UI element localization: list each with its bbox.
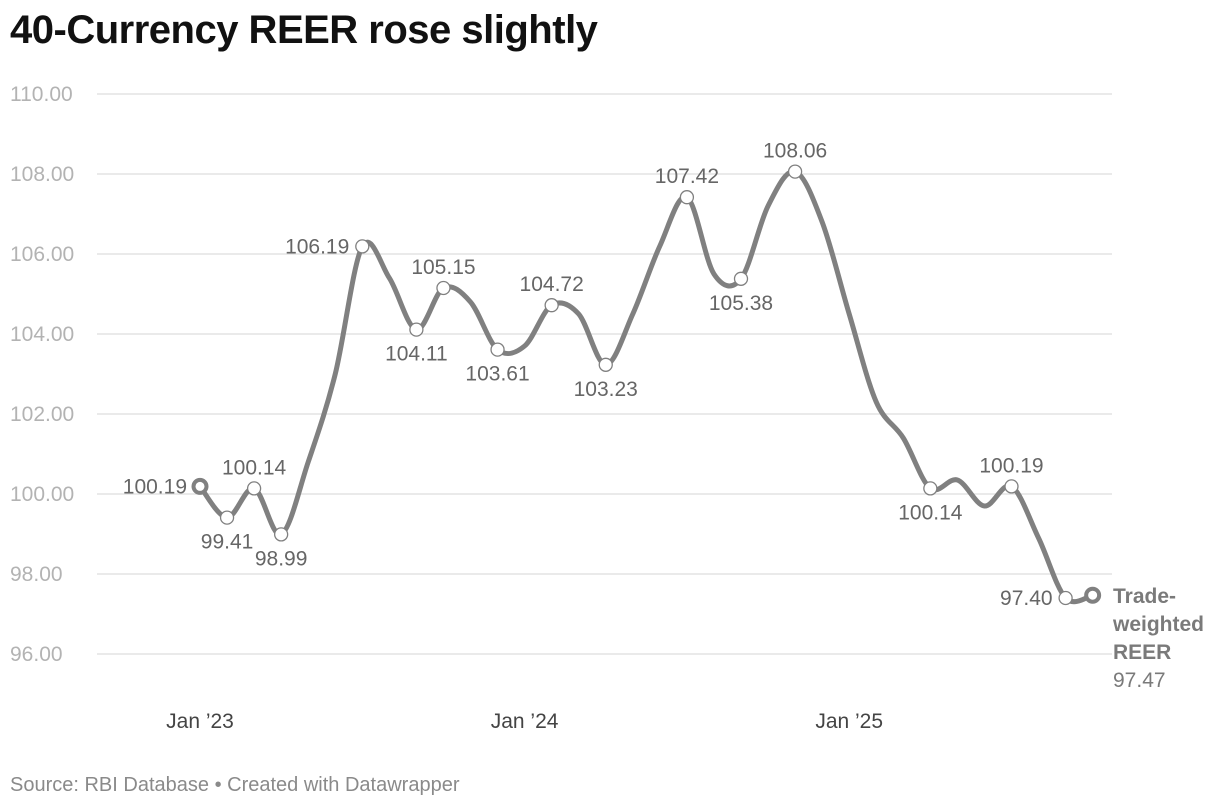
- chart-footer: Source: RBI Database • Created with Data…: [10, 774, 459, 797]
- data-point-marker: [409, 322, 424, 337]
- data-point-marker: [733, 271, 749, 286]
- data-label: 103.23: [574, 378, 638, 401]
- data-point-marker: [273, 527, 289, 542]
- series-name-label: weighted: [1112, 613, 1204, 636]
- footer-credit[interactable]: Created with Datawrapper: [227, 774, 460, 796]
- y-tick-label: 104.00: [10, 323, 74, 346]
- chart-title: 40-Currency REER rose slightly: [10, 8, 598, 52]
- data-label: 97.40: [1000, 587, 1053, 610]
- data-label: 106.19: [285, 235, 349, 258]
- y-tick-label: 110.00: [10, 83, 73, 106]
- y-tick-label: 98.00: [10, 563, 63, 586]
- data-label: 103.61: [465, 363, 529, 386]
- data-point-marker: [490, 342, 505, 357]
- last-value-label: 97.47: [1113, 669, 1166, 692]
- x-tick-label: Jan ’25: [815, 710, 883, 733]
- data-label: 105.38: [709, 292, 773, 315]
- data-point-marker: [219, 510, 235, 525]
- y-tick-label: 106.00: [10, 243, 74, 266]
- data-point-marker: [598, 357, 613, 372]
- line-chart: 110.00 108.00 106.00 104.00 102.00 100.00 98.0…: [10, 83, 1204, 733]
- data-label: 100.19: [979, 454, 1043, 477]
- series-name-label: Trade-: [1113, 585, 1176, 608]
- series-name-label: REER: [1113, 641, 1171, 664]
- data-label: 107.42: [655, 165, 719, 188]
- data-label: 100.14: [898, 501, 963, 524]
- x-tick-label: Jan ’24: [491, 710, 559, 733]
- data-point-marker: [544, 298, 559, 313]
- data-point-marker: [787, 164, 803, 179]
- data-point-marker: [1058, 590, 1073, 606]
- data-point-marker: [355, 239, 370, 254]
- y-tick-label: 96.00: [10, 643, 63, 666]
- data-point-marker: [1004, 479, 1019, 494]
- data-label: 104.72: [520, 273, 584, 296]
- y-tick-label: 100.00: [10, 483, 74, 506]
- x-tick-label: Jan ’23: [166, 710, 234, 733]
- data-label: 100.14: [222, 456, 287, 479]
- y-tick-label: 102.00: [10, 403, 74, 426]
- footer-separator: •: [214, 774, 222, 796]
- data-point-marker: [923, 481, 938, 496]
- data-point-marker: [436, 280, 451, 296]
- data-label: 104.11: [385, 343, 448, 366]
- end-point-marker: [1084, 586, 1102, 604]
- data-label: 100.19: [123, 475, 187, 498]
- data-point-marker: [679, 190, 695, 205]
- data-label: 108.06: [763, 140, 827, 163]
- data-label: 98.99: [255, 547, 308, 570]
- data-label: 105.15: [411, 256, 475, 279]
- start-point-marker: [191, 477, 209, 495]
- data-point-marker: [246, 481, 262, 496]
- footer-source: Source: RBI Database: [10, 774, 209, 796]
- data-label: 99.41: [201, 531, 254, 554]
- y-tick-label: 108.00: [10, 163, 74, 186]
